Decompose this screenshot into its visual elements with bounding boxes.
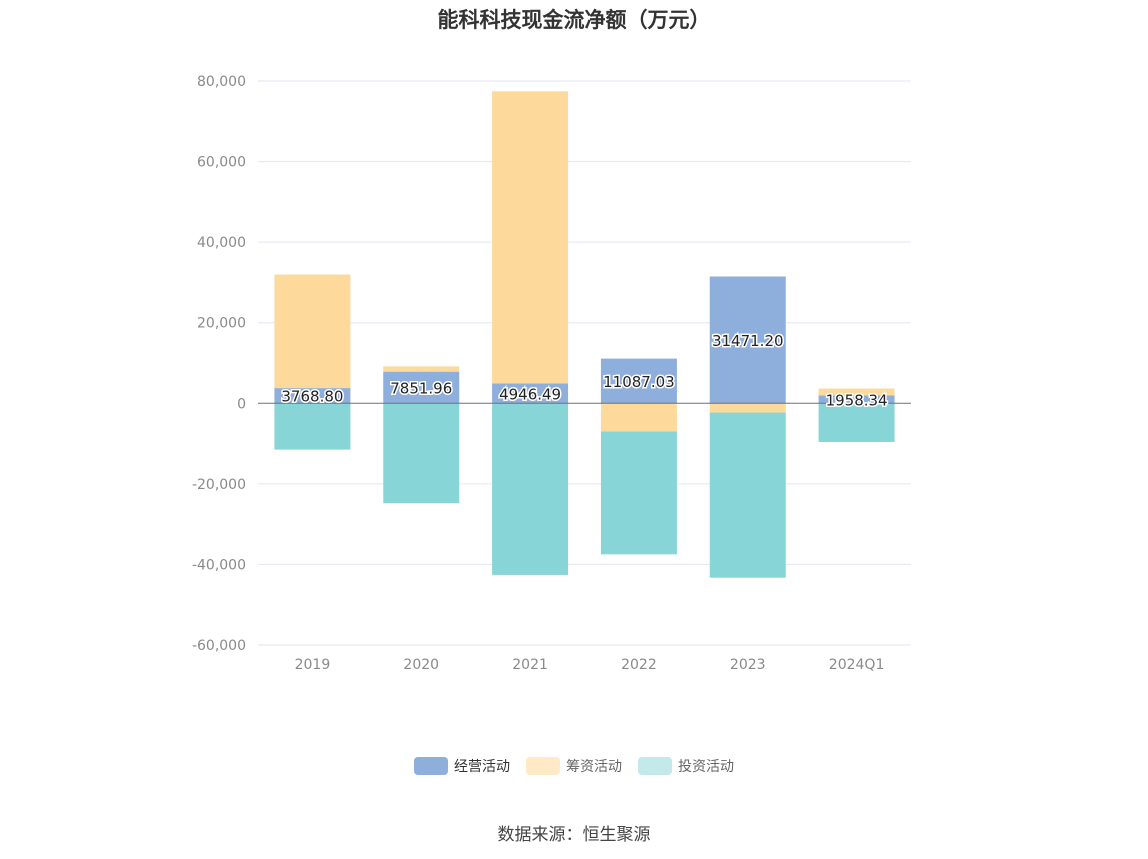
x-tick-label: 2023 bbox=[730, 657, 766, 673]
legend: 经营活动 筹资活动 投资活动 bbox=[0, 756, 1148, 776]
data-source: 数据来源：恒生聚源 bbox=[497, 825, 651, 845]
legend-swatch-operating bbox=[414, 757, 448, 775]
x-tick-label: 2021 bbox=[512, 657, 548, 673]
y-tick-label: 80,000 bbox=[197, 74, 246, 90]
x-tick-label: 2020 bbox=[403, 657, 439, 673]
y-tick-label: -20,000 bbox=[192, 477, 246, 493]
bar-financing-2023[interactable] bbox=[709, 403, 786, 413]
bar-operating-2022[interactable] bbox=[600, 358, 677, 404]
bars bbox=[274, 91, 895, 578]
chart-plot: 80,000 60,000 40,000 20,000 0 -20,000 -40,000 -… bbox=[192, 74, 911, 673]
bar-investing-2020[interactable] bbox=[383, 403, 460, 504]
bar-investing-2024Q1[interactable] bbox=[818, 403, 895, 442]
data-label-operating: 3768.80 bbox=[281, 388, 343, 406]
bar-operating-2021[interactable] bbox=[492, 383, 569, 404]
x-axis-ticks: 2019 2020 2021 2022 2023 2024Q1 bbox=[295, 657, 885, 673]
bar-operating-2019[interactable] bbox=[274, 388, 351, 404]
bar-operating-2024Q1[interactable] bbox=[818, 395, 895, 404]
y-tick-label: 60,000 bbox=[197, 155, 246, 171]
legend-item-financing[interactable]: 筹资活动 bbox=[526, 756, 622, 776]
bar-financing-2020[interactable] bbox=[383, 366, 460, 372]
y-tick-label: -60,000 bbox=[192, 638, 246, 654]
y-tick-label: 40,000 bbox=[197, 235, 246, 251]
y-axis-ticks: 80,000 60,000 40,000 20,000 0 -20,000 -40,000 -… bbox=[192, 74, 246, 654]
legend-label-investing: 投资活动 bbox=[678, 759, 734, 775]
bar-investing-2019[interactable] bbox=[274, 403, 351, 450]
data-label-operating: 11087.03 bbox=[603, 373, 675, 391]
bar-operating-2020[interactable] bbox=[383, 371, 460, 404]
bar-financing-2024Q1[interactable] bbox=[818, 388, 895, 396]
data-label-operating: 7851.96 bbox=[390, 379, 452, 397]
bar-financing-2019[interactable] bbox=[274, 274, 351, 389]
x-tick-label: 2024Q1 bbox=[829, 657, 885, 673]
bar-investing-2023[interactable] bbox=[709, 412, 786, 578]
x-tick-label: 2022 bbox=[621, 657, 657, 673]
bar-investing-2021[interactable] bbox=[492, 403, 569, 575]
legend-item-investing[interactable]: 投资活动 bbox=[638, 756, 734, 776]
y-tick-label: 20,000 bbox=[197, 316, 246, 332]
grid-lines bbox=[258, 80, 911, 646]
x-tick-label: 2019 bbox=[295, 657, 331, 673]
bar-investing-2022[interactable] bbox=[600, 431, 677, 555]
legend-label-financing: 筹资活动 bbox=[566, 759, 622, 775]
data-label-operating: 1958.34 bbox=[826, 391, 888, 409]
data-label-operating: 31471.20 bbox=[712, 332, 784, 350]
bar-financing-2021[interactable] bbox=[492, 91, 569, 384]
legend-label-operating: 经营活动 bbox=[454, 759, 510, 775]
data-labels: 3768.80 7851.96 4946.49 11087.03 31471.20 195… bbox=[280, 330, 889, 410]
y-tick-label: -40,000 bbox=[192, 557, 246, 573]
bar-operating-2023[interactable] bbox=[709, 276, 786, 404]
chart-title: 能科科技现金流净额（万元） bbox=[437, 8, 711, 32]
legend-item-operating[interactable]: 经营活动 bbox=[414, 756, 510, 776]
legend-swatch-financing bbox=[526, 757, 560, 775]
bar-financing-2022[interactable] bbox=[600, 403, 677, 432]
y-tick-label: 0 bbox=[237, 396, 246, 412]
legend-swatch-investing bbox=[638, 757, 672, 775]
data-label-operating: 4946.49 bbox=[499, 385, 561, 403]
